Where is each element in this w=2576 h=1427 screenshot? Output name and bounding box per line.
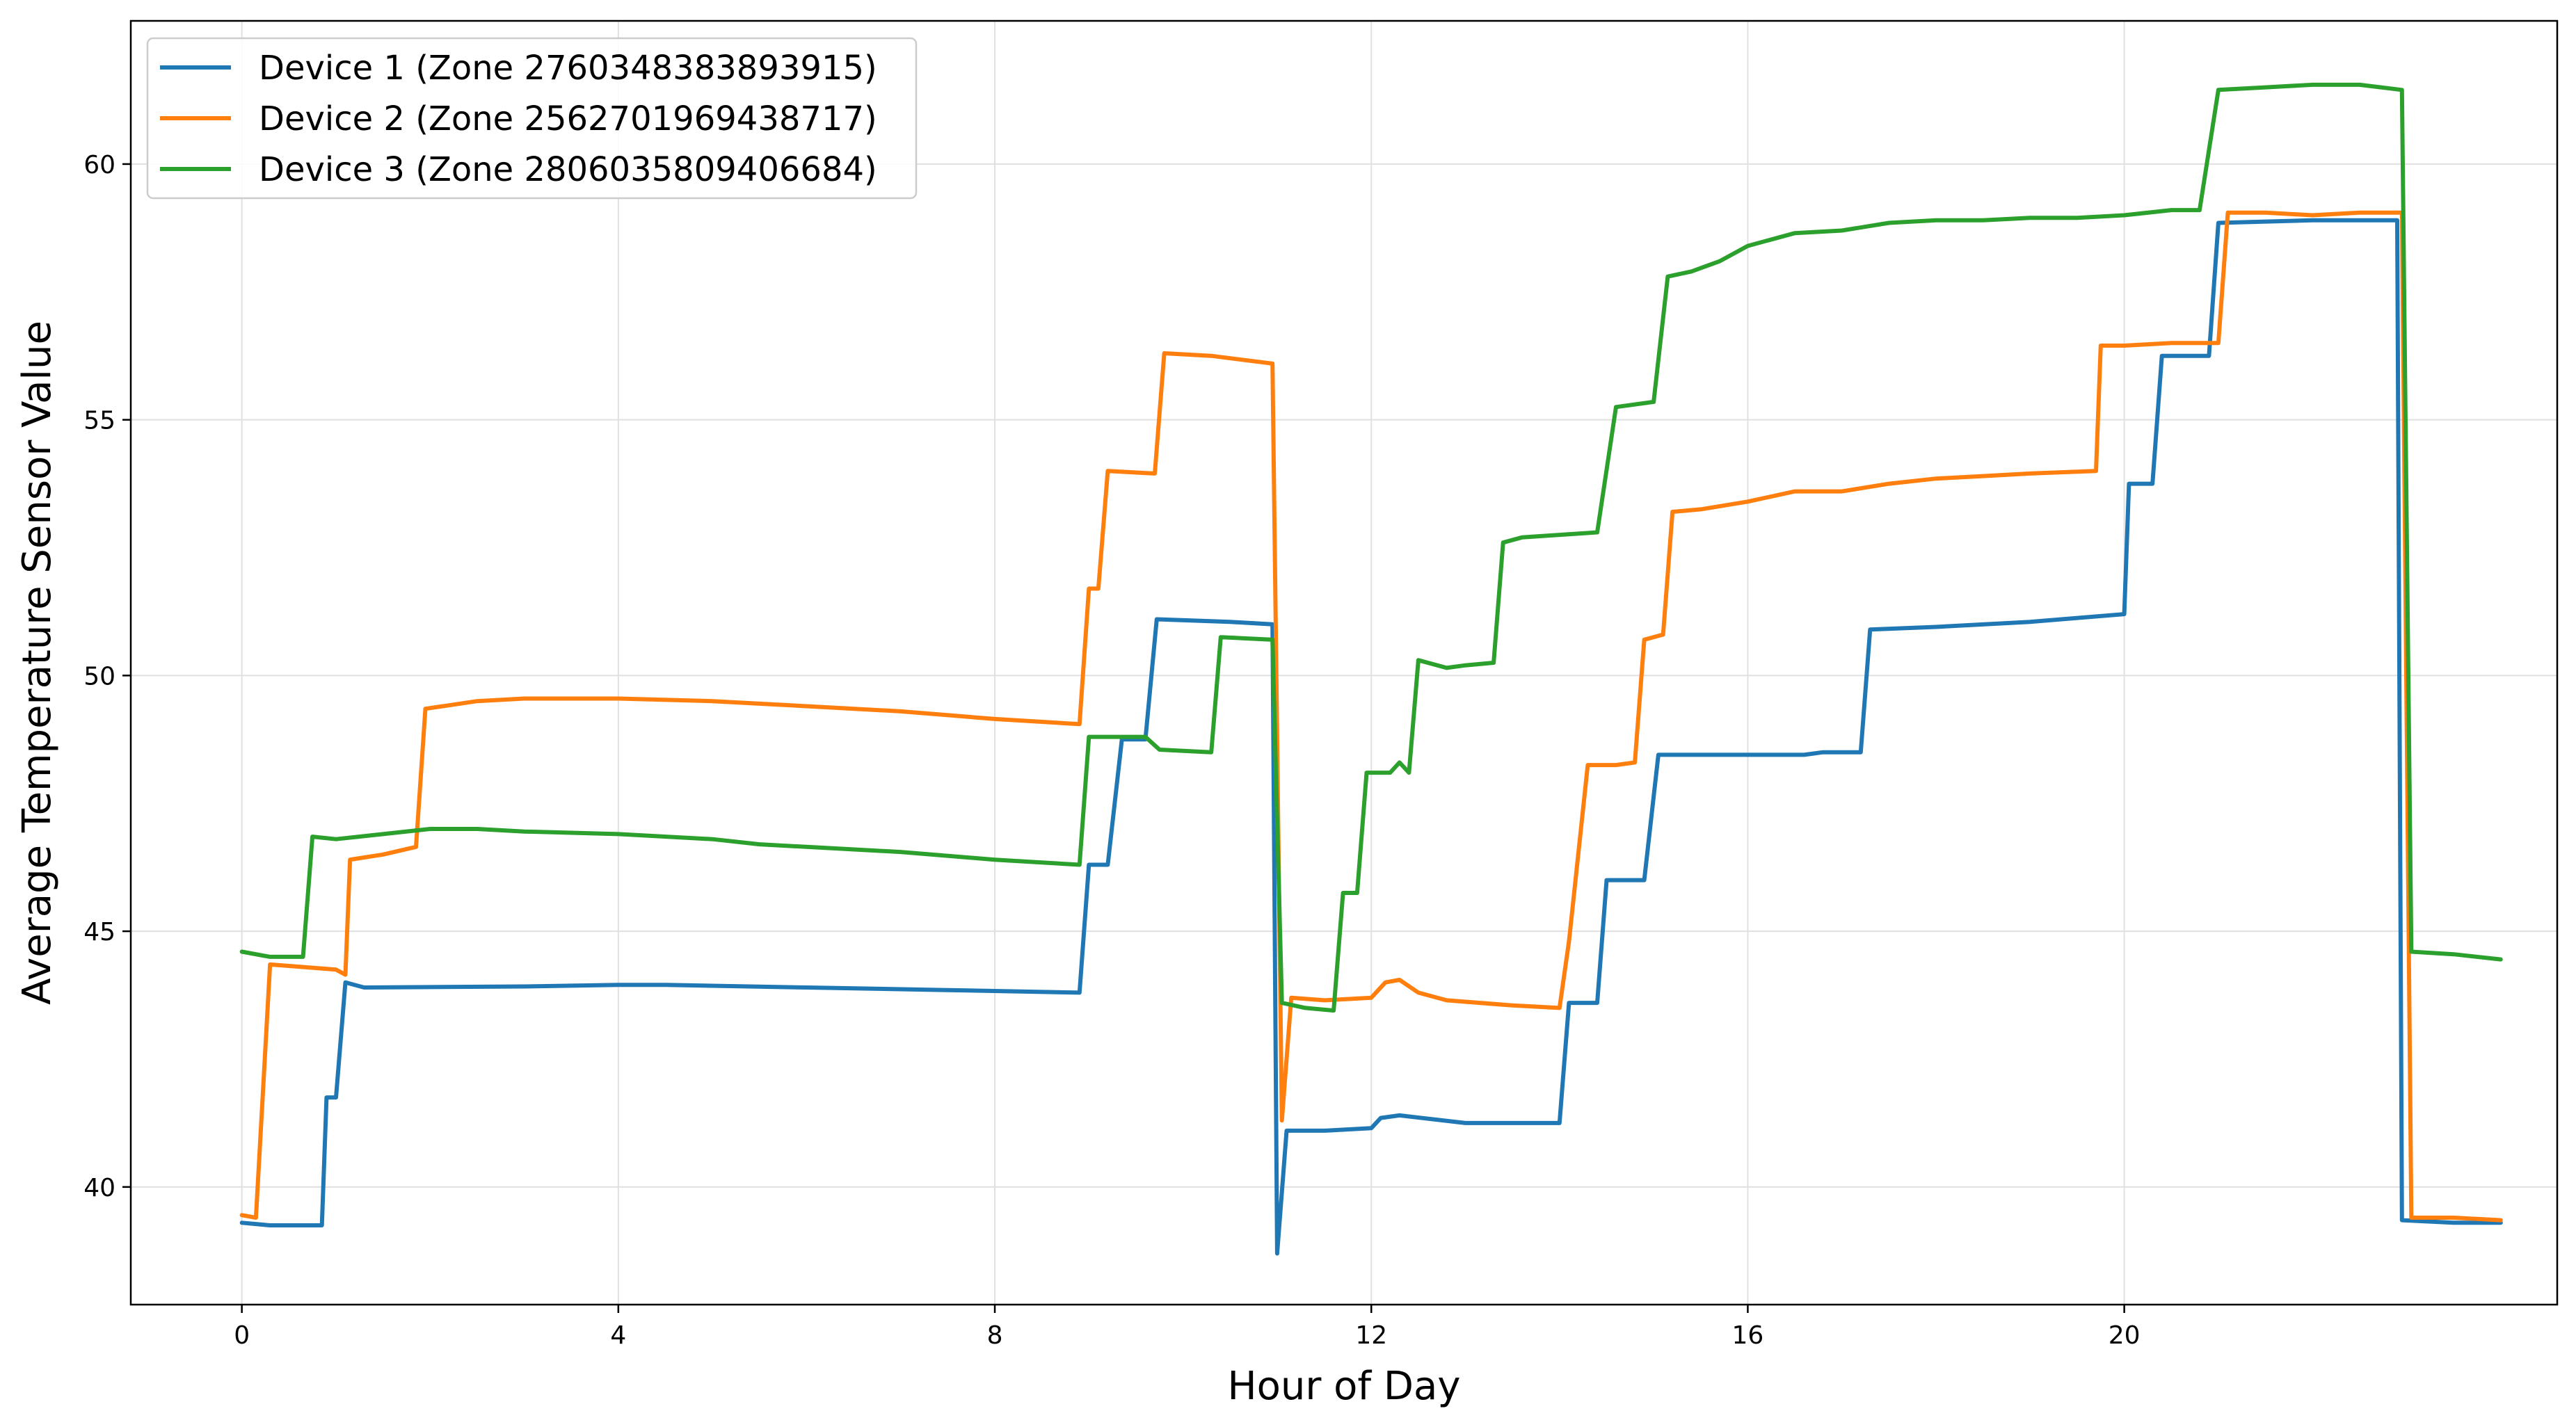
y-tick-label: 45 [83,918,115,946]
x-tick-label: 16 [1732,1321,1764,1350]
legend: Device 1 (Zone 2760348383893915) Device 2… [146,37,918,200]
series-line-device-1 [239,218,2503,1256]
x-tick-label: 20 [2109,1321,2141,1350]
series-line-device-3 [239,82,2503,1013]
x-tick-label: 4 [610,1321,626,1350]
y-tick-label: 60 [83,151,115,179]
plot-frame [129,19,2559,1306]
x-tick-label: 12 [1355,1321,1387,1350]
series-lines [239,82,2503,1256]
x-tick-label: 8 [987,1321,1003,1350]
y-tick-label: 50 [83,662,115,691]
y-tick-label: 40 [83,1174,115,1202]
legend-label-device-1: Device 1 (Zone 2760348383893915) [259,49,877,88]
axis-ticks: 0 4 8 12 16 20 40 45 50 55 60 [83,151,2140,1350]
legend-label-device-2: Device 2 (Zone 2562701969438717) [259,99,877,138]
legend-label-device-3: Device 3 (Zone 2806035809406684) [259,150,877,189]
x-axis-label: Hour of Day [1227,1364,1460,1409]
y-tick-label: 55 [83,407,115,435]
y-axis-label: Average Temperature Sensor Value [15,321,60,1005]
legend-box [146,37,918,200]
series-line-device-2 [239,210,2503,1223]
x-tick-label: 0 [234,1321,250,1350]
